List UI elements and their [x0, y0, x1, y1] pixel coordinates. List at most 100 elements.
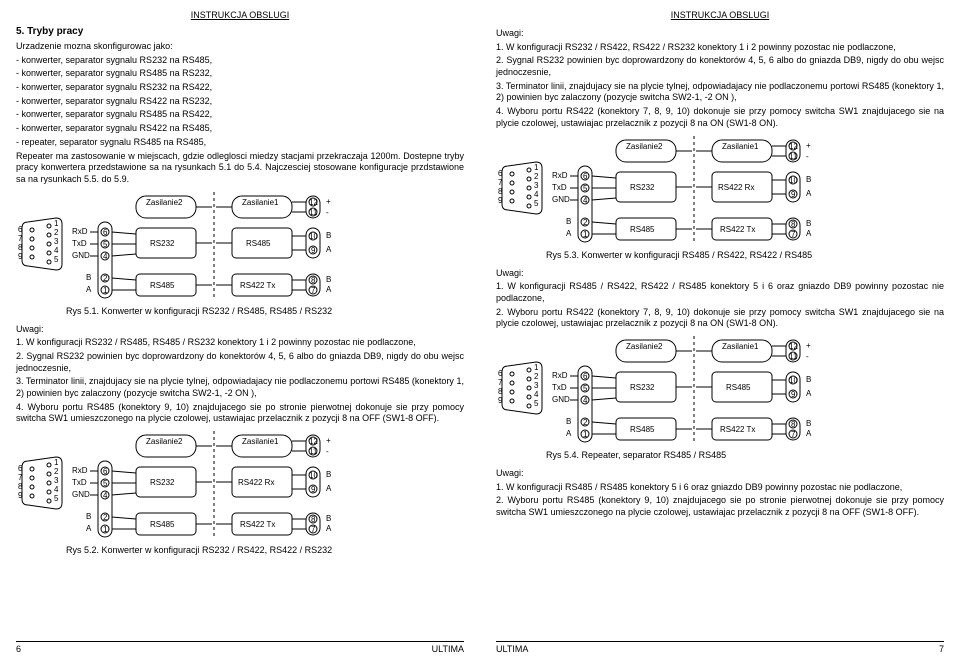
uwagi-right-top-p1: 1. W konfiguracji RS232 / RS422, RS422 /… [496, 42, 944, 54]
svg-text:RS422 Tx: RS422 Tx [720, 225, 755, 234]
figure-5-4: 6789 12345 6 5 4 2 1 RxDTxDGND BA Zasila… [496, 336, 944, 460]
svg-text:Zasilanie2: Zasilanie2 [146, 437, 183, 446]
intro-text: Urzadzenie mozna skonfigurowac jako: [16, 41, 464, 53]
svg-text:10: 10 [789, 176, 798, 185]
svg-text:12: 12 [789, 342, 798, 351]
uwagi-5-1-p3: 3. Terminator linii, znajdujacy sie na p… [16, 376, 464, 399]
svg-text:RS485: RS485 [630, 425, 655, 434]
svg-text:Zasilanie1: Zasilanie1 [722, 342, 759, 351]
svg-text:A: A [806, 229, 812, 238]
svg-text:3: 3 [54, 476, 59, 485]
uwagi-right-top-p2: 2. Sygnal RS232 powinien byc doprowardzo… [496, 55, 944, 78]
svg-text:GND: GND [72, 490, 90, 499]
bullet-4: - konwerter, separator sygnalu RS485 na … [16, 109, 464, 121]
svg-text:4: 4 [534, 390, 539, 399]
uwagi-5-4-p2: 2. Wyboru portu RS485 (konektory 9, 10) … [496, 495, 944, 518]
svg-text:RS485: RS485 [150, 520, 175, 529]
svg-text:RS485: RS485 [630, 225, 655, 234]
svg-text:5: 5 [54, 255, 59, 264]
figure-5-2-caption: Rys 5.2. Konwerter w konfiguracji RS232 … [16, 545, 464, 555]
svg-text:B: B [806, 375, 811, 384]
uwagi-5-1: Uwagi: 1. W konfiguracji RS232 / RS485, … [16, 322, 464, 428]
svg-text:A: A [566, 229, 572, 238]
svg-text:7: 7 [18, 234, 23, 243]
page-number-right: 7 [939, 644, 944, 654]
uwagi-5-1-p4: 4. Wyboru portu RS485 (konektory 9, 10) … [16, 402, 464, 425]
figure-5-3-caption: Rys 5.3. Konwerter w konfiguracji RS485 … [496, 250, 944, 260]
svg-text:B: B [566, 417, 571, 426]
svg-text:B: B [806, 175, 811, 184]
svg-text:4: 4 [54, 485, 59, 494]
svg-text:1: 1 [534, 163, 539, 172]
svg-text:B: B [326, 275, 331, 284]
svg-text:3: 3 [534, 381, 539, 390]
svg-text:RS485: RS485 [726, 383, 751, 392]
svg-text:7: 7 [18, 473, 23, 482]
svg-text:5: 5 [583, 384, 588, 393]
uwagi-5-4-p1: 1. W konfiguracji RS485 / RS485 konektor… [496, 482, 944, 494]
diagram-5-2: 6789 12345 6 5 4 2 1 RxDTxDGND BA Zasila… [16, 431, 356, 541]
svg-text:3: 3 [534, 181, 539, 190]
svg-text:11: 11 [789, 352, 798, 361]
svg-text:3: 3 [54, 237, 59, 246]
svg-text:B: B [86, 273, 91, 282]
svg-text:2: 2 [583, 418, 588, 427]
svg-text:9: 9 [311, 485, 316, 494]
svg-text:6: 6 [583, 172, 588, 181]
svg-text:7: 7 [311, 525, 316, 534]
svg-text:RS232: RS232 [150, 239, 175, 248]
svg-text:2: 2 [54, 228, 59, 237]
svg-text:5: 5 [534, 199, 539, 208]
figure-5-1-caption: Rys 5.1. Konwerter w konfiguracji RS232 … [16, 306, 464, 316]
svg-text:2: 2 [583, 218, 588, 227]
svg-text:A: A [86, 285, 92, 294]
uwagi-5-1-title: Uwagi: [16, 324, 464, 336]
svg-text:5: 5 [583, 184, 588, 193]
svg-text:5: 5 [534, 399, 539, 408]
svg-text:B: B [326, 470, 331, 479]
svg-text:RS422 Tx: RS422 Tx [240, 281, 275, 290]
svg-text:B: B [86, 512, 91, 521]
svg-text:9: 9 [498, 196, 503, 205]
svg-text:5: 5 [103, 479, 108, 488]
svg-text:9: 9 [18, 252, 23, 261]
svg-text:RS232: RS232 [150, 478, 175, 487]
svg-text:A: A [806, 429, 812, 438]
svg-text:8: 8 [498, 387, 503, 396]
footer-brand-right: ULTIMA [496, 644, 528, 654]
svg-text:Zasilanie2: Zasilanie2 [146, 198, 183, 207]
svg-text:1: 1 [583, 230, 588, 239]
uwagi-5-1-p1: 1. W konfiguracji RS232 / RS485, RS485 /… [16, 337, 464, 349]
svg-text:11: 11 [309, 208, 318, 217]
svg-text:GND: GND [552, 395, 570, 404]
page-footer-left: 6 ULTIMA [16, 641, 464, 654]
svg-text:6: 6 [498, 169, 503, 178]
svg-text:7: 7 [791, 430, 796, 439]
bullet-3: - konwerter, separator sygnalu RS422 na … [16, 96, 464, 108]
svg-text:4: 4 [583, 396, 588, 405]
svg-text:1: 1 [54, 458, 59, 467]
svg-text:B: B [806, 219, 811, 228]
bullet-5: - konwerter, separator sygnalu RS422 na … [16, 123, 464, 135]
tail-text: Repeater ma zastosowanie w miejscach, gd… [16, 151, 464, 186]
svg-text:TxD: TxD [72, 478, 87, 487]
svg-text:4: 4 [534, 190, 539, 199]
svg-text:9: 9 [18, 491, 23, 500]
bullet-1: - konwerter, separator sygnalu RS485 na … [16, 68, 464, 80]
page-header-right: INSTRUKCJA OBSLUGI [496, 10, 944, 20]
svg-text:+: + [326, 436, 331, 445]
svg-text:Zasilanie2: Zasilanie2 [626, 342, 663, 351]
svg-text:RS485: RS485 [246, 239, 271, 248]
svg-text:6: 6 [103, 228, 108, 237]
svg-text:2: 2 [534, 172, 539, 181]
svg-text:9: 9 [498, 396, 503, 405]
svg-text:7: 7 [498, 378, 503, 387]
svg-text:B: B [326, 231, 331, 240]
svg-text:8: 8 [18, 482, 23, 491]
svg-text:A: A [86, 524, 92, 533]
uwagi-right-top-title: Uwagi: [496, 28, 944, 40]
svg-text:5: 5 [54, 494, 59, 503]
svg-text:10: 10 [309, 232, 318, 241]
diagram-5-1: 6 7 8 9 1 2 3 4 5 6 5 4 2 1 RxD TxD GND … [16, 192, 356, 302]
svg-text:Zasilanie2: Zasilanie2 [626, 142, 663, 151]
